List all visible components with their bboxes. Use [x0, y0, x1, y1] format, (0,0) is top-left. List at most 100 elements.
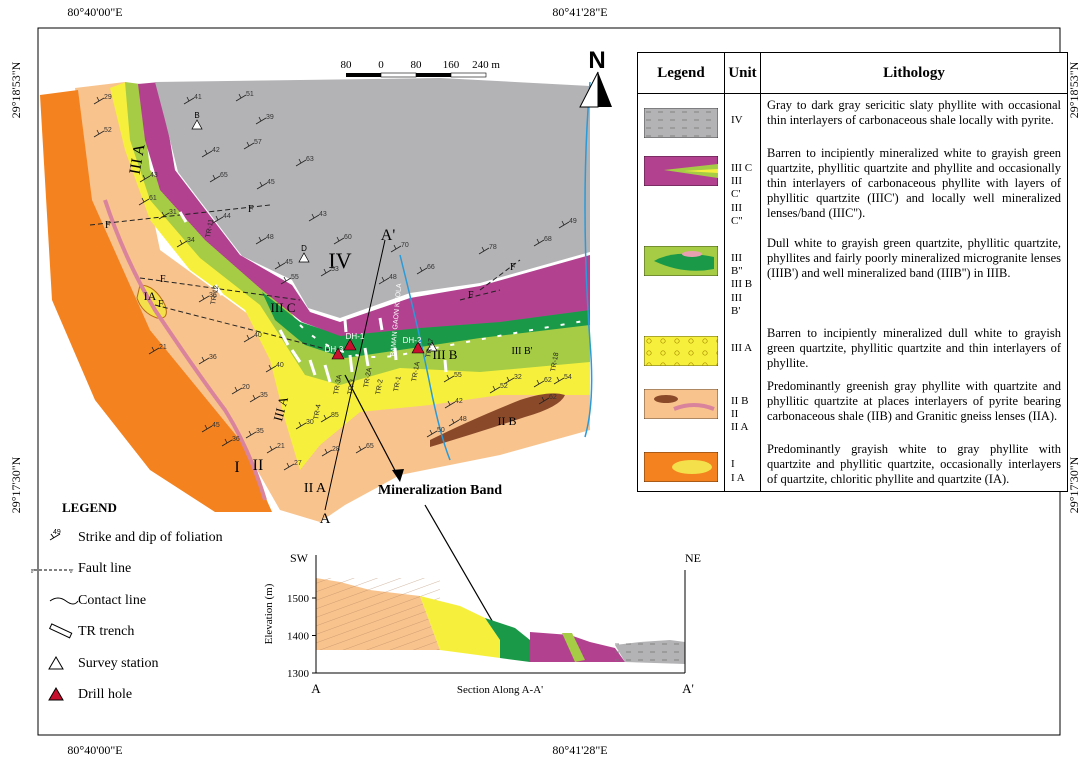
- unit-code: III B: [731, 278, 753, 291]
- dip-symbol: [209, 174, 221, 183]
- lithology: Barren to incipiently mineralized dull w…: [760, 321, 1068, 375]
- legend-item: Contact line: [78, 593, 146, 608]
- trench-label: TR-1: [393, 376, 403, 393]
- dip-symbol: [553, 376, 565, 385]
- dip-symbol: [243, 334, 255, 343]
- lithology: Predominantly grayish white to gray phyl…: [760, 438, 1068, 493]
- section-label: A': [682, 681, 694, 696]
- lithology: Dull white to grayish green quartzite, p…: [760, 231, 1068, 322]
- legend-item: Fault line: [78, 561, 131, 576]
- map-label: IA: [144, 289, 157, 303]
- cross-section: [315, 555, 686, 674]
- scale-label: 160: [443, 59, 460, 71]
- section-line: [324, 239, 386, 511]
- trench-label: TR-4: [313, 404, 323, 421]
- river-1: [399, 254, 451, 461]
- trench-label: TR-12: [210, 285, 220, 305]
- fault-label: F: [248, 204, 254, 215]
- section-tick-label: 1300: [287, 668, 310, 680]
- dip-symbol: [443, 374, 455, 383]
- fault-label: F: [510, 262, 516, 273]
- section-unit-IIIB: [485, 618, 530, 662]
- dip-symbol: [448, 418, 460, 427]
- scale-label: 80: [411, 59, 423, 71]
- map-label: III A: [270, 394, 291, 423]
- trench-label: TR-17: [425, 338, 435, 358]
- lithology: Barren to incipiently mineralized white …: [760, 142, 1068, 232]
- north-label: N: [588, 47, 605, 74]
- dip-symbol: [558, 220, 570, 229]
- legend-item: Drill hole: [78, 687, 132, 702]
- unit-code: I: [731, 458, 735, 471]
- trench-label: TR-2: [375, 379, 385, 396]
- unit-code: II B: [731, 394, 749, 407]
- dip-value: 40: [276, 362, 284, 369]
- dip-value: 52: [500, 383, 508, 390]
- dip-symbol: [198, 294, 210, 303]
- table-header: Legend: [637, 52, 725, 94]
- dip-value: 36: [209, 292, 217, 299]
- dip-value: 34: [187, 237, 195, 244]
- dip-symbol: [533, 238, 545, 247]
- scale-label: 80: [341, 59, 353, 71]
- dip-symbol: [221, 438, 233, 447]
- dip-symbol: [235, 93, 247, 102]
- trench-label: TR-11: [205, 218, 215, 238]
- unit-swatch: [644, 108, 718, 138]
- trench-label: TR-18: [550, 352, 560, 372]
- unit-code: II: [731, 408, 739, 421]
- survey-station: [426, 341, 438, 352]
- map-label: IV: [328, 248, 351, 273]
- unit-swatch: [644, 335, 718, 366]
- dip-symbol: [231, 386, 243, 395]
- faults: [89, 204, 521, 351]
- table-header: Unit: [724, 52, 761, 94]
- dip-value: 42: [212, 147, 220, 154]
- dip-value: 35: [260, 392, 268, 399]
- dip-value: 27: [294, 460, 302, 467]
- swatch-cell: [637, 231, 725, 322]
- dip-value: 60: [344, 234, 352, 241]
- swatch-cell: [637, 438, 725, 493]
- dip-value: 65: [220, 172, 228, 179]
- dip-value: 54: [564, 374, 572, 381]
- dip-symbol: [255, 116, 267, 125]
- dip-symbol: [489, 385, 501, 394]
- dip-symbol: [416, 266, 428, 275]
- river-2: [584, 81, 593, 438]
- dip-symbol: [378, 276, 390, 285]
- dip-value: 63: [306, 156, 314, 163]
- dip-value: 29: [104, 94, 112, 101]
- unit-cell: III C III C' III C'': [724, 142, 761, 232]
- lithology: Predominantly greenish gray phyllite wit…: [760, 374, 1068, 439]
- map-label: DH-2: [403, 336, 422, 345]
- dip-symbol: [183, 96, 195, 105]
- fault-label: F: [160, 274, 166, 285]
- unit-code: III A: [731, 341, 753, 354]
- unit-cell: III B'' III B III B': [724, 231, 761, 322]
- unit-IIIC: [138, 82, 590, 336]
- geology: [40, 78, 593, 642]
- table-header: Lithology: [760, 52, 1068, 94]
- map-label: THULO KHOLA: [593, 305, 604, 355]
- section-title: Section Along A-A': [457, 684, 543, 696]
- dip-value: 52: [104, 127, 112, 134]
- swatch-cell: [637, 142, 725, 232]
- coord-label: 80°41'28"E: [552, 5, 607, 19]
- drill-hole: [331, 347, 345, 360]
- dip-value: 78: [489, 244, 497, 251]
- coord-label: 29°18'53"N: [9, 61, 23, 118]
- unit-code: I A: [731, 471, 745, 484]
- dip-value: 39: [266, 114, 274, 121]
- map-label: II B: [498, 414, 517, 428]
- section-arrow: [424, 504, 503, 639]
- legend-sample: F: [31, 569, 35, 575]
- legend-table: Legend Unit Lithology IV Gray to dark gra…: [637, 52, 1068, 493]
- dip-symbol: [320, 414, 332, 423]
- swatch-cell: [637, 321, 725, 375]
- dip-symbol: [158, 211, 170, 220]
